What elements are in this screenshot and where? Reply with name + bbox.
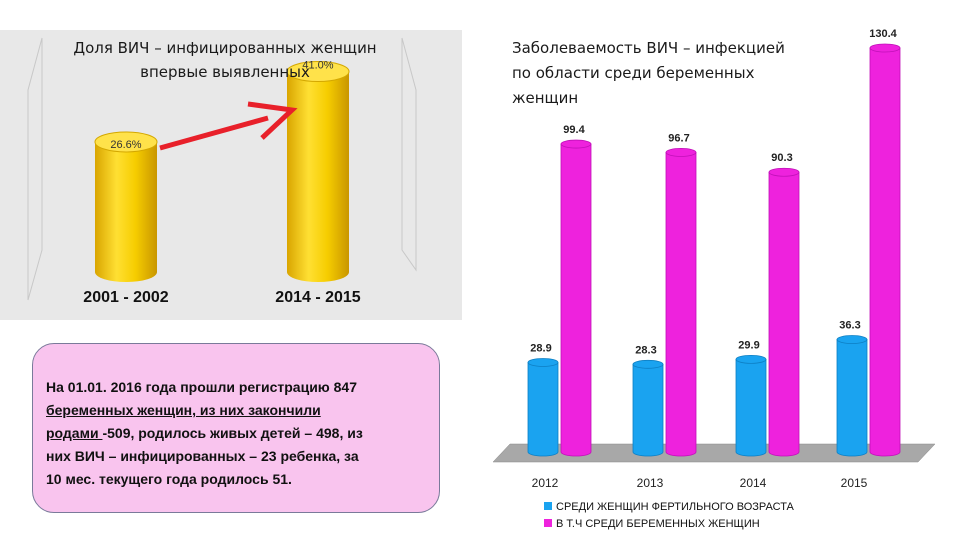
x-tick-label-2012: 2012 xyxy=(532,476,559,490)
value-label-fertile-2014: 29.9 xyxy=(738,339,759,351)
info-line-3b: -509, родилось живых детей – 498, из xyxy=(102,425,363,441)
left-chart: 26.6% 41.0% 2001 - 2002 2014 - 2015 xyxy=(27,37,417,306)
bar-fertile-2015 xyxy=(836,339,868,457)
trend-arrow-line xyxy=(159,115,269,151)
left-value-label-1: 26.6% xyxy=(110,139,141,151)
bar-top-fertile-2013 xyxy=(632,359,664,369)
info-box xyxy=(32,343,440,513)
value-bg-pregnant-2012 xyxy=(558,122,590,137)
info-line-3: родами -509, родилось живых детей – 498,… xyxy=(46,422,426,445)
value-label-fertile-2012: 28.9 xyxy=(530,342,551,354)
wall-right-edge xyxy=(401,37,417,272)
bar-fertile-2012 xyxy=(527,362,559,457)
value-label-pregnant-2014: 90.3 xyxy=(771,152,792,164)
chart-floor xyxy=(492,443,936,463)
left-chart-title: Доля ВИЧ – инфицированных женщин впервые… xyxy=(73,39,377,81)
legend-label-pregnant: В Т.Ч СРЕДИ БЕРЕМЕННЫХ ЖЕНЩИН xyxy=(556,518,760,530)
legend-swatch-pregnant xyxy=(544,519,552,527)
info-line-3a: родами xyxy=(46,425,103,441)
value-label-pregnant-2015: 130.4 xyxy=(869,28,897,40)
left-category-label-2: 2014 - 2015 xyxy=(275,289,361,306)
bar-top-pregnant-2013 xyxy=(665,148,697,157)
cylinder-top-2 xyxy=(286,61,350,83)
right-chart-title: Заболеваемость ВИЧ – инфекцией по област… xyxy=(512,39,785,107)
legend-label-fertile: СРЕДИ ЖЕНЩИН ФЕРТИЛЬНОГО ВОЗРАСТА xyxy=(556,501,795,513)
cylinder-top-1 xyxy=(94,131,158,153)
bar-fertile-2013 xyxy=(632,363,664,457)
value-bg-fertile-2015 xyxy=(834,317,866,332)
bar-top-fertile-2012 xyxy=(527,358,559,367)
info-text: На 01.01. 2016 года прошли регистрацию 8… xyxy=(46,376,426,491)
x-tick-label-2013: 2013 xyxy=(637,476,664,490)
value-label-pregnant-2012: 99.4 xyxy=(563,124,585,136)
value-bg-pregnant-2014 xyxy=(766,150,798,165)
bar-top-pregnant-2015 xyxy=(869,43,901,53)
bar-top-fertile-2014 xyxy=(735,354,767,364)
value-bg-pregnant-2015 xyxy=(863,26,903,40)
right-chart: 28.9 99.4 28.3 96.7 29.9 90.3 36.3 130.4 2012 20… xyxy=(492,26,936,530)
info-line-2: беременных женщин, из них закончили xyxy=(46,402,321,418)
value-bg-fertile-2012 xyxy=(525,340,557,355)
info-line-5: 10 мес. текущего года родилось 51. xyxy=(46,471,292,487)
left-value-label-2: 41.0% xyxy=(302,60,333,72)
left-category-label-1: 2001 - 2002 xyxy=(83,289,169,306)
info-line-1: На 01.01. 2016 года прошли регистрацию 8… xyxy=(46,379,358,395)
bar-pregnant-2012 xyxy=(560,143,592,457)
info-line-4: них ВИЧ – инфицированных – 23 ребенка, з… xyxy=(46,448,359,464)
x-tick-label-2014: 2014 xyxy=(740,476,767,490)
wall-left-edge xyxy=(27,37,43,301)
value-label-pregnant-2013: 96.7 xyxy=(668,132,689,144)
bar-pregnant-2014 xyxy=(768,171,800,457)
value-bg-pregnant-2013 xyxy=(663,130,695,145)
cylinder-body-2 xyxy=(287,71,349,282)
trend-arrow-head xyxy=(247,101,298,140)
bar-top-pregnant-2012 xyxy=(560,139,592,149)
x-tick-label-2015: 2015 xyxy=(841,476,868,490)
left-chart-panel xyxy=(0,30,462,320)
cylinder-body-1 xyxy=(95,141,157,282)
value-label-fertile-2015: 36.3 xyxy=(839,320,860,332)
legend-swatch-fertile xyxy=(544,502,552,510)
bar-top-fertile-2015 xyxy=(836,335,868,344)
bar-pregnant-2015 xyxy=(869,47,901,457)
bar-fertile-2014 xyxy=(735,358,767,457)
bar-top-pregnant-2014 xyxy=(768,167,800,177)
value-bg-fertile-2013 xyxy=(630,342,662,357)
value-label-fertile-2013: 28.3 xyxy=(635,344,656,356)
bar-pregnant-2013 xyxy=(665,152,697,457)
value-bg-fertile-2014 xyxy=(733,337,765,352)
